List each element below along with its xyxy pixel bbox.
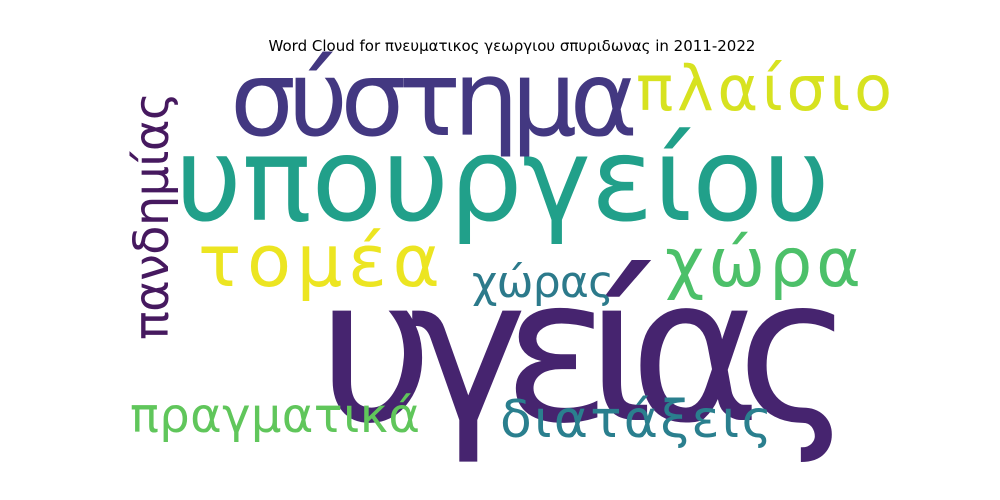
cloud-word-4: χώρα <box>665 224 861 303</box>
cloud-word-10: χώρας <box>472 257 614 308</box>
cloud-word-9: πραγματικά <box>130 388 420 444</box>
cloud-word-3: σύστημα <box>230 38 638 160</box>
cloud-word-7: πανδημίας <box>124 92 180 340</box>
chart-title: Word Cloud for πνευματικος γεωργιου σπυρ… <box>268 37 756 55</box>
cloud-word-6: πλαίσιο <box>636 52 892 125</box>
cloud-word-2: υπουργείου <box>175 113 830 248</box>
cloud-word-1: υγείας <box>318 235 854 468</box>
cloud-word-8: διατάξεις <box>500 390 772 450</box>
cloud-word-5: τομέα <box>198 219 440 303</box>
